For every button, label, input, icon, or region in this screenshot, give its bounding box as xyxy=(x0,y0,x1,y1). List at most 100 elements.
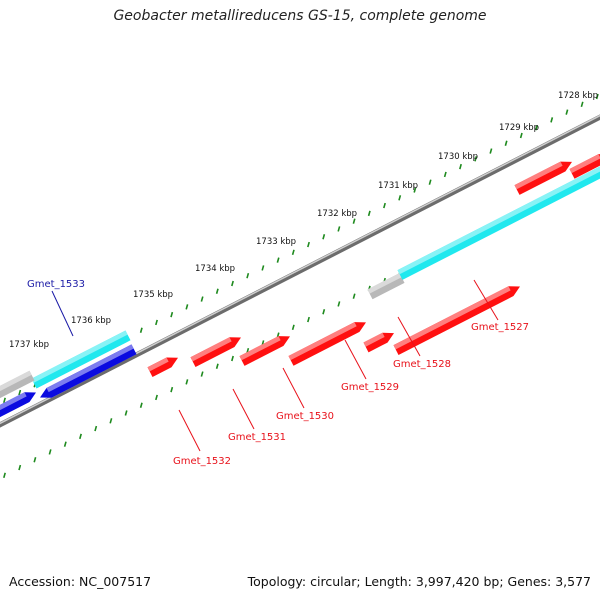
tick-mark xyxy=(383,202,386,209)
tick-mark xyxy=(428,179,432,185)
tick-mark xyxy=(185,379,189,385)
tick-mark xyxy=(18,389,22,396)
feature-layer[interactable] xyxy=(0,154,600,421)
tick-mark xyxy=(535,124,538,131)
tick-mark xyxy=(170,311,174,318)
feature-rna-left[interactable] xyxy=(31,330,131,389)
tick-mark xyxy=(155,319,158,326)
tick-mark xyxy=(519,132,523,139)
feature-misc-gray[interactable] xyxy=(367,273,405,300)
tick-mark xyxy=(139,402,143,408)
kbp-label: 1735 kbp xyxy=(133,290,173,300)
feature-gmet-1533[interactable] xyxy=(40,344,137,398)
tick-mark xyxy=(3,472,6,479)
gene-label-gmet-1529[interactable]: Gmet_1529 xyxy=(341,382,399,393)
tick-mark xyxy=(352,218,356,224)
gene-leader-line xyxy=(282,367,305,409)
gene-label-gmet-1528[interactable]: Gmet_1528 xyxy=(393,359,451,370)
feature-gmet-1527[interactable] xyxy=(393,286,520,355)
feature-forward-upstream[interactable] xyxy=(514,161,572,195)
tick-mark xyxy=(200,371,204,377)
tick-mark xyxy=(291,249,295,256)
kbp-label: 1729 kbp xyxy=(499,123,539,133)
tick-mark xyxy=(261,265,265,271)
feature-misc-left[interactable] xyxy=(0,370,35,402)
tick-mark xyxy=(276,257,280,263)
backbone-line xyxy=(0,114,600,428)
backbone-layer xyxy=(0,114,600,428)
tick-mark xyxy=(443,171,447,178)
tick-mark xyxy=(231,355,234,362)
kbp-label: 1733 kbp xyxy=(256,237,296,247)
kbp-label: 1734 kbp xyxy=(195,264,235,274)
tick-mark xyxy=(322,309,326,315)
tick-mark xyxy=(291,324,295,331)
tick-mark xyxy=(595,93,599,100)
feature-gmet-1532[interactable] xyxy=(147,357,178,378)
tick-mark xyxy=(124,410,128,416)
gene-leader-line xyxy=(344,339,367,380)
kbp-label: 1736 kbp xyxy=(71,316,111,326)
tick-mark xyxy=(246,272,250,279)
tick-mark xyxy=(185,304,189,310)
tick-mark xyxy=(367,210,371,217)
kbp-label: 1731 kbp xyxy=(378,181,418,191)
feature-rna-long[interactable] xyxy=(397,162,600,280)
feature-reverse-left[interactable] xyxy=(0,392,36,421)
gene-label-gmet-1527[interactable]: Gmet_1527 xyxy=(471,322,529,333)
tick-mark xyxy=(459,163,462,170)
map-title: Geobacter metallireducens GS-15, complet… xyxy=(113,8,487,24)
tick-mark xyxy=(307,316,310,323)
tick-mark xyxy=(63,441,67,447)
tick-mark xyxy=(580,101,584,108)
kbp-label: 1737 kbp xyxy=(9,340,49,350)
tick-mark xyxy=(139,327,143,333)
gene-label-gmet-1532[interactable]: Gmet_1532 xyxy=(173,456,231,467)
tick-mark xyxy=(231,280,234,287)
tick-mark xyxy=(504,140,508,146)
tick-mark xyxy=(550,117,554,123)
tick-mark xyxy=(79,433,82,440)
gene-leader-line xyxy=(473,279,499,321)
feature-gmet-1529[interactable] xyxy=(288,322,366,366)
tick-mark xyxy=(33,457,37,463)
tick-mark xyxy=(307,241,310,248)
tick-mark xyxy=(322,234,326,240)
tick-mark xyxy=(48,449,52,455)
feature-gmet-1530[interactable] xyxy=(239,336,290,366)
tick-mark xyxy=(398,195,402,201)
gene-leader-line xyxy=(397,316,421,357)
kbp-label: 1728 kbp xyxy=(558,91,598,101)
gene-label-gmet-1533[interactable]: Gmet_1533 xyxy=(27,279,85,290)
tick-mark xyxy=(474,156,478,162)
tick-mark xyxy=(413,187,417,193)
kbp-label: 1730 kbp xyxy=(438,152,478,162)
gene-label-gmet-1531[interactable]: Gmet_1531 xyxy=(228,432,286,443)
gene-leader-line xyxy=(178,409,201,452)
feature-gmet-1531[interactable] xyxy=(190,337,241,367)
tick-mark xyxy=(94,425,98,432)
gene-leader-line xyxy=(51,290,74,337)
gene-leader-line xyxy=(232,388,255,430)
tick-mark xyxy=(170,386,174,393)
tick-mark xyxy=(109,418,113,424)
tick-mark xyxy=(489,148,493,154)
tick-mark xyxy=(337,226,341,232)
tick-mark xyxy=(352,293,356,299)
tick-mark xyxy=(215,363,219,369)
tick-mark xyxy=(200,296,204,302)
tick-mark xyxy=(155,394,158,401)
gene-label-gmet-1530[interactable]: Gmet_1530 xyxy=(276,411,334,422)
feature-forward-edge[interactable] xyxy=(569,154,600,179)
tick-mark xyxy=(18,464,22,471)
tick-mark xyxy=(215,288,219,294)
label-layer: 1728 kbp 1729 kbp 1730 kbp 1731 kbp 1732 kbp… xyxy=(9,91,598,467)
tick-mark xyxy=(3,397,6,404)
accession-text: Accession: NC_007517 xyxy=(9,574,152,589)
tick-mark xyxy=(337,301,341,307)
kbp-label: 1732 kbp xyxy=(317,209,357,219)
genome-info-text: Topology: circular; Length: 3,997,420 bp… xyxy=(247,574,591,589)
tick-mark xyxy=(565,109,569,115)
feature-gmet-1528[interactable] xyxy=(363,332,394,353)
